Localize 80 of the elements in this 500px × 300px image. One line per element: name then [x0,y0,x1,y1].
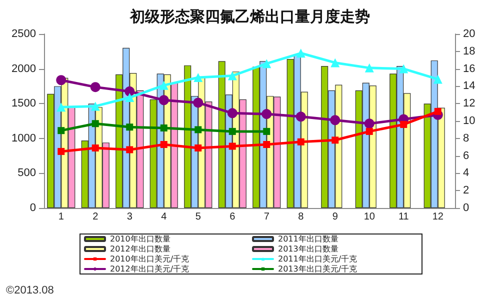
x-tick-label: 11 [398,212,410,222]
x-tick-label: 12 [432,212,444,222]
y2-tick-label: 0 [463,202,470,214]
x-tick-label: 2 [92,212,99,222]
legend-label: 2011年出口数量 [278,234,338,244]
point [194,126,202,134]
point [263,128,270,135]
x-tick-label: 5 [195,212,202,222]
x-tick-label: 10 [364,212,376,222]
point [92,120,99,128]
point [194,73,203,82]
point [296,112,306,122]
point [160,124,168,132]
point [330,115,340,126]
legend-label: 2011年出口美元/千克 [278,254,358,264]
y2-tick-label: 14 [463,80,476,92]
y-tick-label: 2000 [12,62,36,75]
legend-label: 2012年出口美元/千克 [110,264,190,274]
point [228,128,236,135]
point [160,140,168,148]
point [90,102,100,111]
y-tick-label: 1000 [12,132,36,144]
y2-tick-label: 8 [463,132,470,144]
point [330,58,340,68]
point [193,98,204,108]
y2-tick-label: 12 [463,98,476,110]
x-tick-label: 6 [230,212,236,222]
y2-tick-label: 16 [463,62,476,75]
point [159,80,168,90]
y-tick-label: 2500 [12,28,36,40]
y2-tick-label: 20 [463,28,476,40]
point [58,127,65,134]
point [262,59,272,68]
point [92,144,99,152]
point [227,108,238,118]
x-tick-label: 3 [126,212,133,222]
x-tick-label: 4 [161,212,168,222]
point [364,118,374,129]
x-tick-label: 8 [298,212,304,222]
point [332,136,339,144]
point [90,82,100,92]
legend-label: 2010年出口美元/千克 [110,254,190,264]
point [364,63,374,72]
point [158,95,169,106]
y-tick-label: 0 [30,202,36,214]
point [124,86,135,96]
point [366,128,373,135]
point [297,138,304,146]
legend-label: 2013年出口美元/千克 [278,264,358,274]
y2-tick-label: 18 [463,45,476,58]
point [56,75,66,86]
text: ©2013.08 [6,284,54,296]
y2-tick-label: 10 [463,115,476,127]
point [296,48,306,58]
x-tick-label: 7 [264,212,270,222]
point [126,124,134,131]
x-tick-label: 9 [332,212,338,222]
y2-tick-label: 4 [463,167,470,180]
x-tick-label: 1 [58,212,64,222]
point [399,64,408,74]
point [263,140,270,148]
point [194,144,202,152]
point [228,71,237,80]
legend-label: 2010年出口数量 [110,234,170,244]
point [58,148,65,155]
point [125,93,134,102]
y2-tick-label: 2 [463,184,470,197]
legend-label: 2013年出口数量 [278,244,338,254]
y-tick-label: 1500 [12,98,36,110]
point [56,102,66,112]
legend-label: 2012年出口数量 [110,244,170,254]
point [228,142,236,150]
point [126,146,134,154]
point [433,74,442,84]
point [400,120,408,128]
chart-title: 初级形态聚四氟乙烯出口量月度走势 [129,8,370,26]
y2-tick-label: 6 [463,150,470,162]
point [434,108,442,115]
point [262,109,272,120]
y-tick-label: 500 [18,167,36,180]
